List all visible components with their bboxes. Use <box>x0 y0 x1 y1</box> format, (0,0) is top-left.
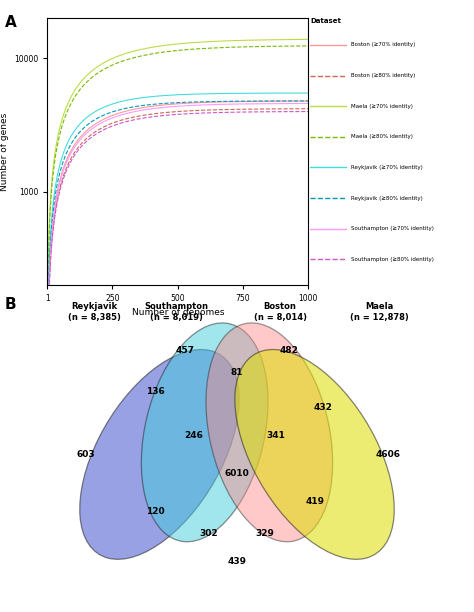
Text: 246: 246 <box>184 431 203 440</box>
Text: Boston (≥70% identity): Boston (≥70% identity) <box>351 42 415 48</box>
Text: 6010: 6010 <box>225 469 249 478</box>
Text: Southampton
(n = 8,019): Southampton (n = 8,019) <box>145 302 209 322</box>
Text: Maela
(n = 12,878): Maela (n = 12,878) <box>350 302 409 322</box>
Text: 4606: 4606 <box>375 450 401 459</box>
X-axis label: Number of genomes: Number of genomes <box>131 308 224 317</box>
Text: Maela (≥80% identity): Maela (≥80% identity) <box>351 134 413 140</box>
Text: 341: 341 <box>266 431 285 440</box>
Text: 81: 81 <box>231 368 243 377</box>
Ellipse shape <box>80 349 239 559</box>
Text: 136: 136 <box>146 387 164 396</box>
Text: 120: 120 <box>146 507 164 516</box>
Text: A: A <box>5 15 17 31</box>
Text: Southampton (≥80% identity): Southampton (≥80% identity) <box>351 257 434 262</box>
Text: Reykjavik (≥70% identity): Reykjavik (≥70% identity) <box>351 165 422 170</box>
Text: 457: 457 <box>176 346 195 355</box>
Text: Boston
(n = 8,014): Boston (n = 8,014) <box>254 302 307 322</box>
Text: 302: 302 <box>200 529 219 538</box>
Text: 432: 432 <box>314 403 333 412</box>
Text: 482: 482 <box>279 346 298 355</box>
Text: Boston (≥80% identity): Boston (≥80% identity) <box>351 73 415 78</box>
Text: 329: 329 <box>255 529 274 538</box>
Ellipse shape <box>235 349 394 559</box>
Text: Maela (≥70% identity): Maela (≥70% identity) <box>351 103 413 109</box>
Ellipse shape <box>141 323 268 542</box>
Text: 439: 439 <box>228 557 246 566</box>
Text: 419: 419 <box>305 497 324 506</box>
Y-axis label: Number of genes: Number of genes <box>0 113 9 190</box>
Text: Dataset: Dataset <box>310 18 341 24</box>
Text: 603: 603 <box>77 450 95 459</box>
Text: Reykjavik
(n = 8,385): Reykjavik (n = 8,385) <box>68 302 121 322</box>
Text: Southampton (≥70% identity): Southampton (≥70% identity) <box>351 226 434 231</box>
Text: Reykjavik (≥80% identity): Reykjavik (≥80% identity) <box>351 196 422 201</box>
Ellipse shape <box>206 323 333 542</box>
Text: B: B <box>5 297 17 312</box>
